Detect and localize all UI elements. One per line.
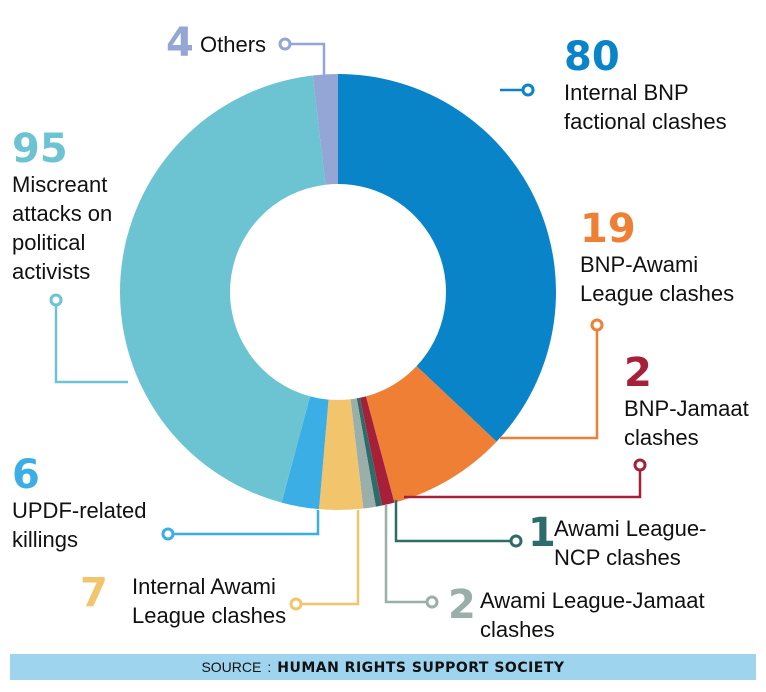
name-miscreant: Miscreant attacks on political activists bbox=[12, 172, 113, 284]
label-internal-awami: Internal Awami League clashes bbox=[132, 572, 286, 630]
name-updf: UPDF-related killings bbox=[12, 498, 147, 552]
slice-miscreant bbox=[120, 75, 326, 503]
slice-awami-ncp bbox=[356, 397, 383, 507]
leader-dot-awami-ncp bbox=[509, 534, 523, 548]
source-name: HUMAN RIGHTS SUPPORT SOCIETY bbox=[277, 660, 565, 676]
value-awami-jamaat: 2 bbox=[448, 582, 476, 628]
leader-dot-awami-jamaat bbox=[425, 595, 439, 609]
value-updf: 6 bbox=[12, 452, 40, 498]
leader-line-awami-jamaat bbox=[384, 505, 432, 604]
label-awami-ncp: Awami League- NCP clashes bbox=[554, 514, 706, 572]
slice-internal-awami bbox=[319, 399, 364, 510]
value-internal-awami: 7 bbox=[80, 570, 108, 616]
leader-dot-miscreant bbox=[49, 293, 63, 307]
name-others: Others bbox=[200, 32, 267, 57]
leader-line-others bbox=[285, 42, 326, 78]
leader-line-internal-awami bbox=[296, 510, 360, 606]
leader-dot-internal-bnp bbox=[521, 83, 535, 97]
slice-bnp-awami bbox=[365, 366, 497, 503]
slice-bnp-jamaat bbox=[359, 396, 395, 506]
leader-line-bnp-jamaat bbox=[404, 465, 642, 499]
name-bnp-jamaat: BNP-Jamaat clashes bbox=[624, 396, 749, 450]
leader-dot-internal-awami bbox=[289, 597, 303, 611]
source-prefix: SOURCE bbox=[201, 659, 262, 675]
leader-dot-bnp-awami bbox=[590, 318, 604, 332]
name-bnp-awami: BNP-Awami League clashes bbox=[580, 252, 735, 306]
slice-updf bbox=[281, 396, 329, 510]
source-bar: SOURCE: HUMAN RIGHTS SUPPORT SOCIETY bbox=[10, 654, 756, 680]
name-awami-jamaat: Awami League-Jamaat clashes bbox=[480, 588, 705, 642]
label-bnp-awami: 19 BNP-Awami League clashes bbox=[580, 208, 734, 308]
value-awami-ncp: 1 bbox=[528, 510, 556, 556]
value-bnp-awami: 19 bbox=[580, 206, 636, 252]
value-internal-bnp: 80 bbox=[564, 34, 620, 80]
leader-dot-updf bbox=[161, 527, 175, 541]
source-separator: : bbox=[267, 659, 272, 675]
leader-line-updf bbox=[168, 510, 320, 536]
name-internal-awami: Internal Awami League clashes bbox=[132, 574, 287, 628]
label-miscreant: 95 Miscreant attacks on political activi… bbox=[12, 128, 112, 286]
leader-line-miscreant bbox=[54, 300, 128, 384]
slice-others bbox=[312, 74, 338, 185]
leader-dot-bnp-jamaat bbox=[633, 458, 647, 472]
label-awami-jamaat: Awami League-Jamaat clashes bbox=[480, 586, 705, 644]
slice-internal-bnp bbox=[338, 74, 556, 442]
label-updf: 6 UPDF-related killings bbox=[12, 454, 146, 554]
name-internal-bnp: Internal BNP factional clashes bbox=[564, 80, 727, 134]
leader-line-awami-ncp bbox=[394, 500, 516, 543]
value-miscreant: 95 bbox=[12, 126, 68, 172]
value-others: 4 bbox=[166, 20, 194, 66]
value-bnp-jamaat: 2 bbox=[624, 350, 652, 396]
name-awami-ncp: Awami League- NCP clashes bbox=[554, 516, 707, 570]
leader-line-bnp-awami bbox=[500, 325, 599, 440]
slice-awami-jamaat bbox=[350, 398, 376, 509]
label-others: Others bbox=[200, 30, 266, 59]
label-internal-bnp: 80 Internal BNP factional clashes bbox=[564, 36, 727, 136]
leader-dot-others bbox=[278, 37, 292, 51]
label-bnp-jamaat: 2 BNP-Jamaat clashes bbox=[624, 352, 749, 452]
